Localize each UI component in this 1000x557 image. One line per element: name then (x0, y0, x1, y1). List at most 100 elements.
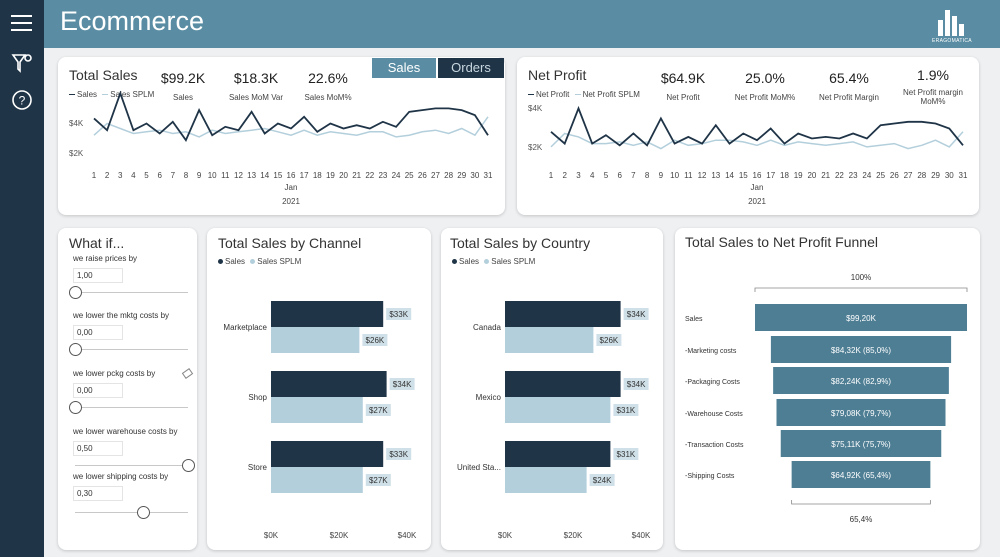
kpi-sales-label: Sales (172, 93, 193, 102)
help-icon[interactable]: ? (8, 86, 36, 114)
x-tick-label: 10 (670, 171, 679, 180)
bar-sales-splm (271, 397, 363, 423)
x-tick-label: $20K (330, 531, 349, 540)
x-tick-label: 2 (563, 171, 568, 180)
x-tick-label: 27 (431, 171, 440, 180)
country-legend: Sales Sales SPLM (452, 257, 535, 266)
x-tick-label: 20 (807, 171, 816, 180)
funnel-bar (755, 304, 967, 331)
bar-sales-splm (271, 327, 360, 353)
data-label: $26K (600, 336, 619, 345)
x-tick-label: 8 (184, 171, 189, 180)
slider-thumb[interactable] (182, 459, 195, 472)
x-tick-label: 29 (931, 171, 940, 180)
slider-track[interactable] (75, 349, 188, 350)
orders-toggle-button[interactable]: Orders (438, 58, 504, 78)
x-axis-year: 2021 (282, 197, 300, 206)
x-tick-label: 25 (876, 171, 885, 180)
data-label-bg (613, 448, 639, 460)
data-label: $34K (627, 380, 646, 389)
x-tick-label: 17 (766, 171, 775, 180)
x-tick-label: 24 (862, 171, 871, 180)
slider-thumb[interactable] (69, 343, 82, 356)
slider-label: we raise prices by (73, 254, 138, 263)
logo-text: ERAGOMATICA (932, 38, 972, 44)
bar-sales-splm (271, 467, 363, 493)
x-tick-label: 7 (631, 171, 636, 180)
slider-track[interactable] (75, 465, 188, 466)
data-label-bg (389, 378, 415, 390)
x-tick-label: 12 (234, 171, 243, 180)
x-tick-label: 1 (549, 171, 554, 180)
x-tick-label: 5 (604, 171, 609, 180)
filter-icon[interactable] (8, 49, 36, 77)
x-axis-year: 2021 (748, 197, 766, 206)
x-tick-label: 13 (711, 171, 720, 180)
slider-value-input[interactable]: 0,30 (73, 486, 123, 501)
x-tick-label: 12 (698, 171, 707, 180)
data-label: $26K (366, 336, 385, 345)
x-tick-label: 30 (945, 171, 954, 180)
net-profit-legend: Net Profit Net Profit SPLM (528, 90, 640, 99)
series-line-splm (93, 116, 489, 138)
data-label-bg (589, 474, 615, 486)
x-tick-label: 19 (794, 171, 803, 180)
funnel-card: Total Sales to Net Profit Funnel 100% $99… (675, 228, 980, 550)
channel-legend: Sales Sales SPLM (218, 257, 301, 266)
kpi-sales-mom-var-label: Sales MoM Var (228, 93, 284, 102)
page-title: Ecommerce (60, 6, 205, 36)
what-if-card: What if... we raise prices by 1,00 we lowe… (58, 228, 197, 550)
slider-label: we lower the mktg costs by (73, 311, 170, 320)
bar-sales (505, 441, 611, 467)
funnel-category-label: -Warehouse Costs (685, 411, 743, 418)
x-tick-label: 25 (405, 171, 414, 180)
slider-value-input[interactable]: 0,00 (73, 383, 123, 398)
funnel-category-label: -Marketing costs (685, 348, 737, 355)
x-tick-label: 30 (470, 171, 479, 180)
slider-thumb[interactable] (136, 506, 150, 519)
kpi-net-profit-margin-label: Net Profit Margin (818, 93, 880, 102)
category-label: Shop (248, 393, 267, 402)
x-tick-label: 22 (835, 171, 844, 180)
x-tick-label: 21 (352, 171, 361, 180)
data-label: $27K (369, 406, 388, 415)
slider-value-input[interactable]: 1,00 (73, 268, 123, 283)
channel-card: Total Sales by Channel Sales Sales SPLM … (207, 228, 431, 550)
slider-thumb[interactable] (69, 286, 82, 299)
kpi-sales-mom-pct-value: 22.6% (308, 70, 348, 86)
x-tick-label: 28 (917, 171, 926, 180)
series-line-splm (550, 131, 964, 150)
bar-sales (271, 441, 384, 467)
x-tick-label: 22 (365, 171, 374, 180)
kpi-sales-mom-var-value: $18.3K (233, 70, 279, 86)
x-tick-label: 26 (890, 171, 899, 180)
slider-track[interactable] (75, 407, 188, 408)
data-label: $31K (617, 450, 636, 459)
data-label: $34K (393, 380, 412, 389)
x-tick-label: 4 (131, 171, 136, 180)
country-title: Total Sales by Country (450, 235, 591, 251)
x-tick-label: 18 (780, 171, 789, 180)
data-label-bg (362, 334, 388, 346)
data-label-bg (365, 474, 391, 486)
kpi-net-profit-label: Net Profit (666, 93, 700, 102)
logo: ERAGOMATICA (930, 6, 974, 44)
slider-thumb[interactable] (69, 401, 82, 414)
slider-value-input[interactable]: 0,50 (73, 441, 123, 456)
funnel-chart: 100% $99,20K Sales $84,32K (85,0%) -Marketin… (685, 273, 968, 524)
data-label-bg (365, 404, 391, 416)
slider-track[interactable] (75, 292, 188, 293)
x-tick-label: 28 (444, 171, 453, 180)
x-tick-label: $40K (632, 531, 651, 540)
header: Ecommerce ERAGOMATICA (44, 0, 1000, 48)
funnel-category-label: -Transaction Costs (685, 442, 744, 449)
sales-toggle-button[interactable]: Sales (372, 58, 436, 78)
eraser-icon[interactable] (181, 368, 194, 379)
slider-value-input[interactable]: 0,00 (73, 325, 123, 340)
kpi-net-profit-margin-value: 65.4% (829, 70, 869, 86)
y-tick-label: $2K (69, 149, 84, 158)
bar-sales-splm (505, 327, 594, 353)
slider-track[interactable] (75, 512, 188, 513)
logo-icon (938, 10, 964, 36)
menu-icon[interactable] (8, 9, 36, 37)
